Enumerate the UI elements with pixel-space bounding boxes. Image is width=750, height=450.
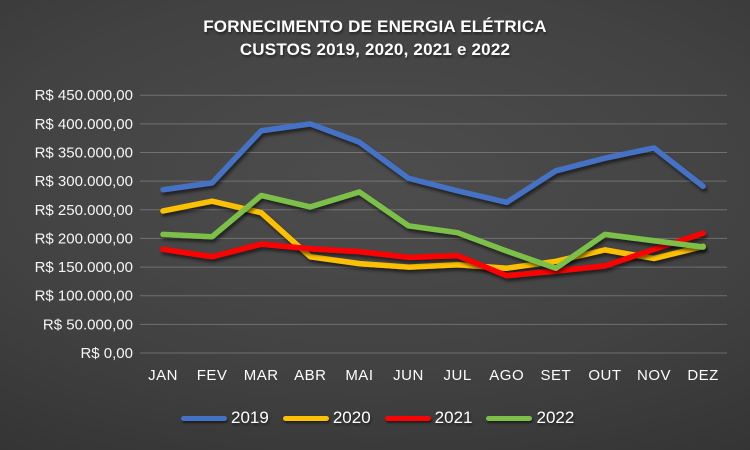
legend-item-2019: 2019 — [181, 408, 269, 428]
legend-marker-2019 — [181, 415, 227, 421]
series-line-2020 — [160, 198, 706, 271]
legend-marker-2020 — [282, 415, 329, 421]
x-axis-label: MAI — [345, 367, 373, 384]
legend-item-2020: 2020 — [282, 408, 371, 428]
chart-title-line1: FORNECIMENTO DE ENERGIA ELÉTRICA — [203, 17, 547, 36]
series-line-2022 — [160, 189, 706, 271]
y-axis-label: R$ 300.000,00 — [35, 173, 133, 190]
x-axis-label: JAN — [148, 367, 178, 384]
x-axis-label: ABR — [294, 367, 326, 384]
x-axis-label: JUN — [393, 367, 424, 384]
y-axis-label: R$ 400.000,00 — [35, 116, 133, 133]
y-axis-label: R$ 250.000,00 — [35, 202, 133, 219]
x-axis-label: JUL — [444, 367, 472, 384]
legend-marker-2022 — [486, 415, 533, 421]
chart-title-line2: CUSTOS 2019, 2020, 2021 e 2022 — [239, 40, 511, 59]
y-axis-label: R$ 350.000,00 — [35, 144, 133, 161]
y-axis-label: R$ 50.000,00 — [43, 316, 133, 333]
legend-label-2022: 2022 — [536, 408, 575, 427]
x-axis-label: NOV — [637, 367, 671, 384]
legend-item-2021: 2021 — [384, 408, 473, 428]
y-axis-label: R$ 200.000,00 — [35, 230, 133, 247]
series-line-2019 — [160, 121, 706, 206]
legend-marker-2021 — [384, 415, 431, 421]
chart-legend: 2019 2020 2021 2022 — [181, 408, 574, 428]
x-axis-label: FEV — [197, 367, 228, 384]
chart-title: FORNECIMENTO DE ENERGIA ELÉTRICA CUSTOS … — [0, 15, 750, 61]
x-axis-label: OUT — [588, 367, 621, 384]
x-axis-label: SET — [540, 367, 571, 384]
y-axis-label: R$ 150.000,00 — [35, 259, 133, 276]
series-line-2021 — [160, 230, 706, 279]
legend-label-2021: 2021 — [434, 408, 473, 427]
y-axis-label: R$ 0,00 — [80, 345, 133, 362]
x-axis-label: DEZ — [687, 367, 719, 384]
x-axis-label: AGO — [489, 367, 524, 384]
legend-label-2019: 2019 — [231, 408, 269, 427]
legend-item-2022: 2022 — [486, 408, 574, 428]
y-axis-label: R$ 100.000,00 — [35, 288, 133, 305]
legend-label-2020: 2020 — [332, 408, 371, 427]
x-axis-label: MAR — [244, 367, 279, 384]
y-axis-label: R$ 450.000,00 — [35, 87, 133, 104]
